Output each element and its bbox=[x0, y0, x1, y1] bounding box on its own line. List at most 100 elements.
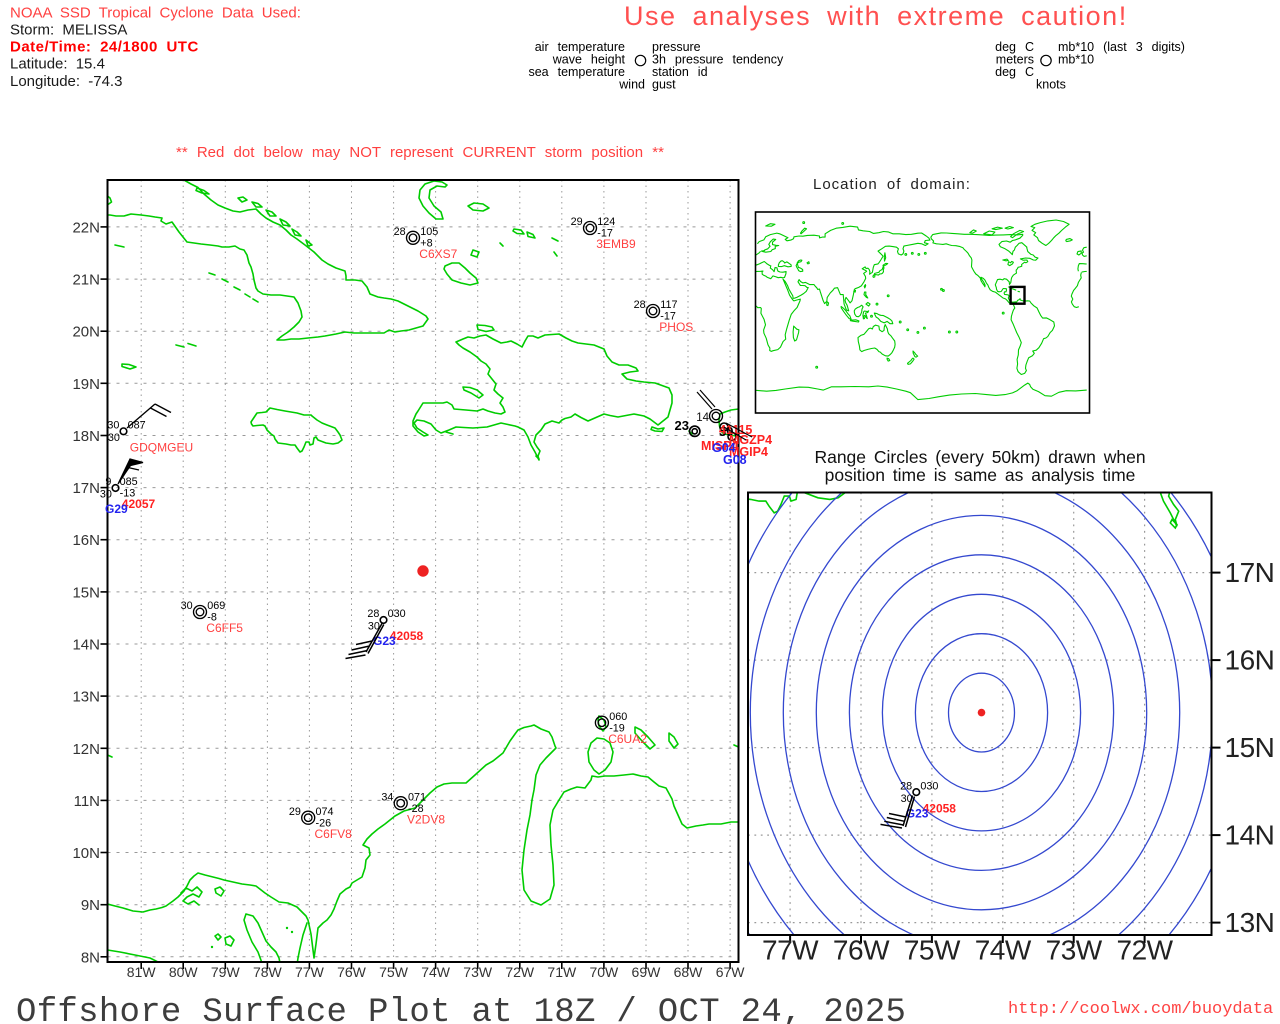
svg-text:-28: -28 bbox=[408, 803, 424, 815]
svg-text:77W: 77W bbox=[295, 964, 325, 980]
svg-text:069: 069 bbox=[207, 600, 225, 612]
svg-text:Offshore Surface Plot at 18Z /: Offshore Surface Plot at 18Z / OCT 24, 2… bbox=[16, 994, 906, 1024]
svg-text:sea temperature: sea temperature bbox=[528, 65, 625, 79]
svg-text:19N: 19N bbox=[72, 376, 100, 393]
svg-text:76W: 76W bbox=[833, 935, 890, 966]
svg-text:14N: 14N bbox=[1225, 820, 1275, 851]
svg-text:-19: -19 bbox=[609, 722, 625, 734]
svg-text:20N: 20N bbox=[72, 324, 100, 341]
svg-text:77W: 77W bbox=[762, 935, 819, 966]
svg-text:C6FV8: C6FV8 bbox=[315, 827, 353, 841]
svg-text:mb*10 (last 3 digits): mb*10 (last 3 digits) bbox=[1058, 40, 1185, 54]
svg-text:-17: -17 bbox=[597, 228, 613, 240]
svg-text:16N: 16N bbox=[1225, 645, 1275, 676]
svg-text:Latitude: 15.4: Latitude: 15.4 bbox=[10, 56, 105, 73]
svg-text:030: 030 bbox=[920, 780, 938, 792]
svg-text:-17: -17 bbox=[660, 311, 676, 323]
svg-text:69W: 69W bbox=[632, 964, 662, 980]
svg-text:14: 14 bbox=[696, 412, 709, 424]
svg-text:085: 085 bbox=[120, 476, 138, 488]
svg-text:-8: -8 bbox=[207, 612, 217, 624]
svg-text:16N: 16N bbox=[72, 532, 100, 549]
svg-text:22N: 22N bbox=[72, 219, 100, 236]
svg-text:68W: 68W bbox=[674, 964, 704, 980]
svg-text:73W: 73W bbox=[463, 964, 493, 980]
svg-text:42057: 42057 bbox=[122, 497, 156, 511]
svg-text:70W: 70W bbox=[589, 964, 619, 980]
svg-text:030: 030 bbox=[388, 608, 406, 620]
svg-text:NOAA SSD Tropical Cyclone Data: NOAA SSD Tropical Cyclone Data Used: bbox=[10, 5, 301, 22]
svg-text:G23: G23 bbox=[373, 634, 396, 648]
svg-text:http://coolwx.com/buoydata: http://coolwx.com/buoydata bbox=[1008, 1000, 1273, 1019]
svg-text:13N: 13N bbox=[72, 689, 100, 706]
svg-text:Storm: MELISSA: Storm: MELISSA bbox=[10, 22, 127, 39]
svg-text:28: 28 bbox=[394, 226, 406, 238]
svg-text:30: 30 bbox=[901, 793, 913, 805]
svg-text:074: 074 bbox=[316, 806, 334, 818]
svg-text:deg C: deg C bbox=[995, 65, 1034, 79]
svg-text:117: 117 bbox=[660, 299, 677, 311]
svg-text:wave height: wave height bbox=[552, 53, 626, 67]
svg-text:deg C: deg C bbox=[995, 40, 1034, 54]
svg-text:station id: station id bbox=[652, 65, 708, 79]
svg-text:** Red dot below may NOT repre: ** Red dot below may NOT represent CURRE… bbox=[176, 144, 664, 161]
svg-text:28: 28 bbox=[367, 608, 379, 620]
svg-text:Use analyses with extreme caut: Use analyses with extreme caution! bbox=[624, 1, 1128, 31]
svg-text:28: 28 bbox=[900, 780, 912, 792]
svg-text:8N: 8N bbox=[81, 949, 100, 966]
svg-text:12N: 12N bbox=[72, 741, 100, 758]
svg-text:Longitude: -74.3: Longitude: -74.3 bbox=[10, 73, 122, 90]
svg-text:+8: +8 bbox=[420, 237, 432, 249]
svg-text:meters: meters bbox=[996, 53, 1034, 67]
svg-text:G04: G04 bbox=[712, 441, 736, 455]
svg-text:18N: 18N bbox=[72, 428, 100, 445]
svg-text:pressure: pressure bbox=[652, 40, 701, 54]
svg-text:G23: G23 bbox=[906, 806, 929, 820]
svg-text:9: 9 bbox=[105, 476, 111, 488]
svg-text:15N: 15N bbox=[72, 584, 100, 601]
svg-text:30: 30 bbox=[108, 432, 120, 444]
svg-text:67W: 67W bbox=[716, 964, 746, 980]
svg-text:73W: 73W bbox=[1046, 935, 1103, 966]
svg-text:17N: 17N bbox=[72, 480, 100, 497]
svg-text:30: 30 bbox=[368, 621, 380, 633]
svg-text:30: 30 bbox=[181, 600, 193, 612]
svg-text:position time is same as analy: position time is same as analysis time bbox=[825, 465, 1136, 485]
svg-text:42058: 42058 bbox=[390, 629, 424, 643]
svg-text:75W: 75W bbox=[379, 964, 409, 980]
svg-text:13N: 13N bbox=[1225, 907, 1275, 938]
svg-text:30: 30 bbox=[719, 424, 733, 439]
svg-text:MISP4: MISP4 bbox=[701, 439, 739, 453]
svg-text:14N: 14N bbox=[72, 636, 100, 653]
svg-text:-13: -13 bbox=[120, 488, 136, 500]
svg-text:3EMB9: 3EMB9 bbox=[596, 237, 636, 251]
svg-text:71W: 71W bbox=[547, 964, 577, 980]
svg-text:mb*10: mb*10 bbox=[1058, 53, 1094, 67]
svg-text:15N: 15N bbox=[1225, 732, 1275, 763]
svg-text:060: 060 bbox=[609, 711, 627, 723]
svg-text:V2DV8: V2DV8 bbox=[407, 812, 445, 826]
svg-text:C6UA2: C6UA2 bbox=[608, 732, 647, 746]
svg-text:29: 29 bbox=[571, 216, 583, 228]
svg-text:75W: 75W bbox=[904, 935, 961, 966]
svg-text:79W: 79W bbox=[211, 964, 241, 980]
svg-text:23: 23 bbox=[675, 418, 689, 433]
svg-text:11N: 11N bbox=[74, 793, 100, 810]
svg-text:G29: G29 bbox=[105, 502, 128, 516]
svg-text:81W: 81W bbox=[127, 964, 157, 980]
svg-text:29: 29 bbox=[289, 806, 301, 818]
svg-text:78W: 78W bbox=[253, 964, 283, 980]
svg-text:Date/Time: 24/1800 UTC: Date/Time: 24/1800 UTC bbox=[10, 39, 199, 56]
svg-text:124: 124 bbox=[597, 216, 615, 228]
svg-text:087: 087 bbox=[128, 420, 146, 432]
svg-text:74W: 74W bbox=[975, 935, 1032, 966]
svg-text:G08: G08 bbox=[723, 453, 747, 467]
svg-text:C6XS7: C6XS7 bbox=[419, 247, 457, 261]
svg-text:28: 28 bbox=[634, 299, 646, 311]
svg-text:9N: 9N bbox=[81, 897, 100, 914]
svg-text:42058: 42058 bbox=[923, 801, 957, 815]
svg-text:071: 071 bbox=[408, 791, 426, 803]
svg-text:80W: 80W bbox=[169, 964, 199, 980]
svg-text:21N: 21N bbox=[72, 272, 100, 289]
svg-text:GDQMGEU: GDQMGEU bbox=[130, 441, 193, 455]
